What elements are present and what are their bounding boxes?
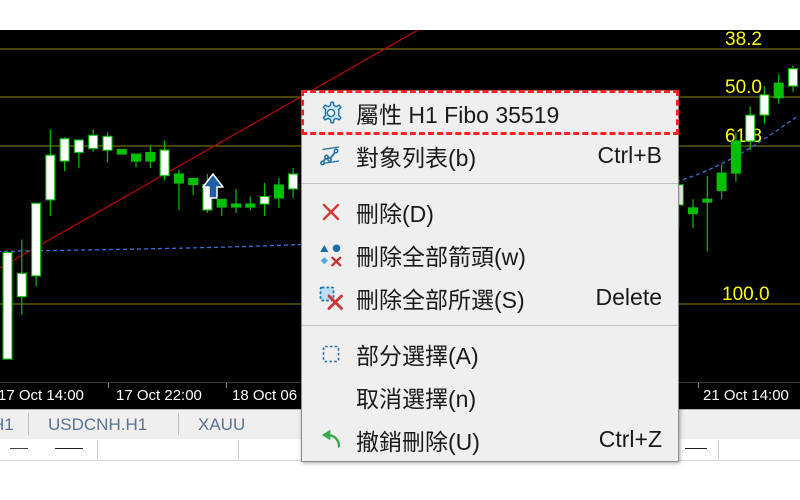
svg-text:38.2: 38.2: [725, 30, 762, 50]
svg-text:61.8: 61.8: [725, 126, 762, 147]
svg-text:100.0: 100.0: [722, 284, 770, 305]
svg-text:50.0: 50.0: [725, 77, 762, 98]
